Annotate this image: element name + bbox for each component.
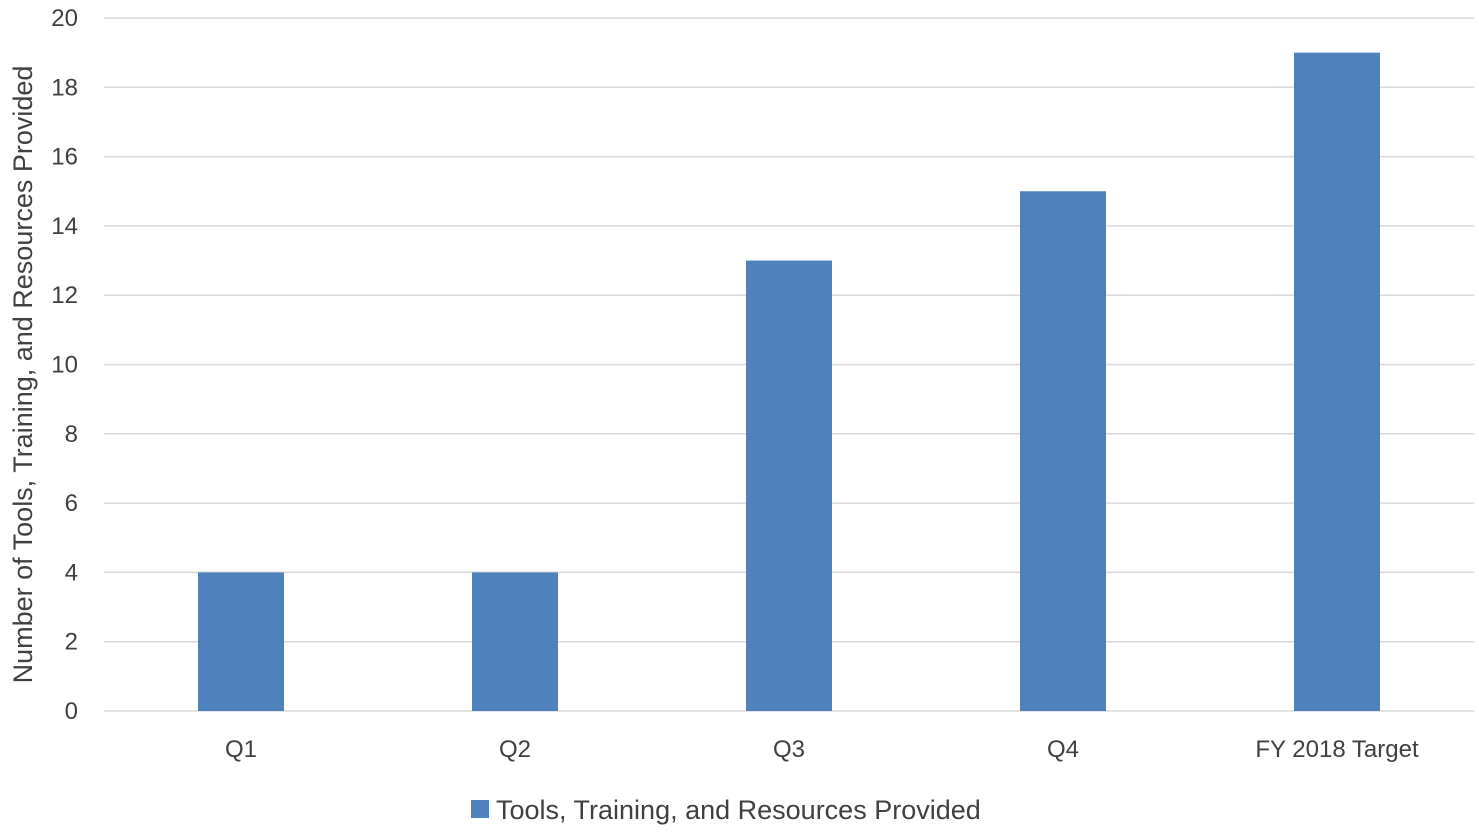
- x-tick-label: Q3: [773, 736, 805, 763]
- bar: [1294, 52, 1380, 711]
- y-axis-title: Number of Tools, Training, and Resources…: [8, 66, 38, 684]
- y-tick-label: 18: [51, 74, 78, 101]
- y-tick-label: 10: [51, 352, 78, 379]
- bar: [198, 572, 284, 711]
- y-tick-labels: 0 2 4 6 8 10 12 14 16 18 20: [51, 5, 78, 725]
- x-tick-labels: Q1 Q2 Q3 Q4 FY 2018 Target: [225, 736, 1419, 763]
- x-tick-label: Q4: [1047, 736, 1079, 763]
- x-tick-label: FY 2018 Target: [1255, 736, 1419, 763]
- y-tick-label: 0: [65, 698, 78, 725]
- bar: [472, 572, 558, 711]
- x-tick-label: Q1: [225, 736, 257, 763]
- x-tick-label: Q2: [499, 736, 531, 763]
- y-tick-label: 8: [65, 421, 78, 448]
- y-tick-label: 20: [51, 5, 78, 32]
- y-tick-label: 2: [65, 629, 78, 656]
- y-tick-label: 12: [51, 282, 78, 309]
- y-tick-label: 4: [65, 559, 78, 586]
- legend: Tools, Training, and Resources Provided: [471, 795, 981, 825]
- y-tick-label: 14: [51, 213, 78, 240]
- legend-swatch: [471, 800, 489, 818]
- bar: [1020, 191, 1106, 711]
- y-tick-label: 6: [65, 490, 78, 517]
- bar: [746, 260, 832, 711]
- y-tick-label: 16: [51, 144, 78, 171]
- bars: [198, 52, 1380, 711]
- legend-label: Tools, Training, and Resources Provided: [496, 795, 981, 825]
